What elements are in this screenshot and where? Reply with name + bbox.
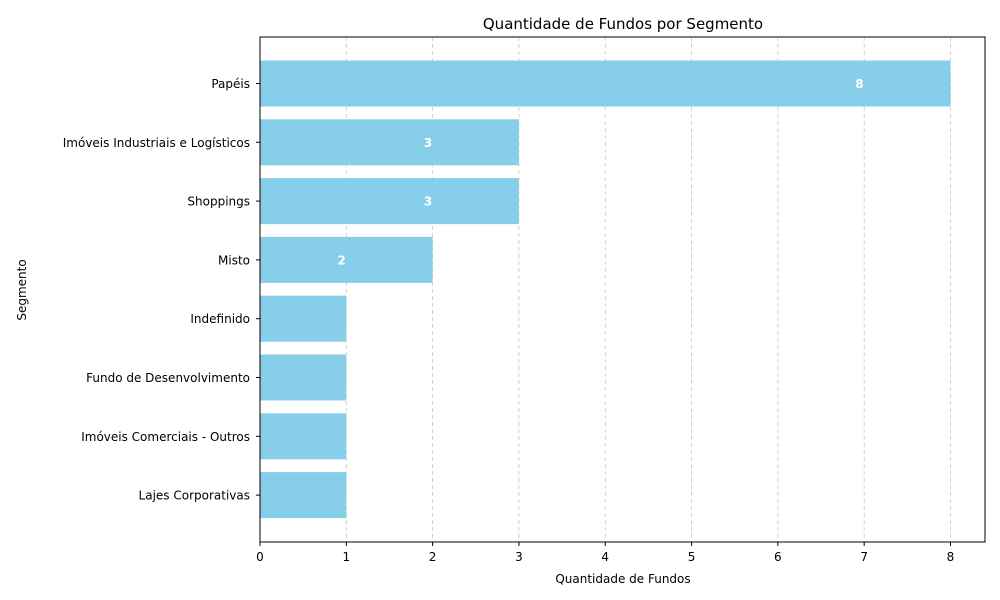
bar	[260, 178, 519, 225]
y-tick-label: Misto	[218, 253, 250, 267]
y-axis-label: Segmento	[15, 259, 29, 320]
bar-value-label: 8	[855, 77, 863, 91]
bar	[260, 119, 519, 166]
bar-value-label: 2	[337, 253, 345, 267]
bar	[260, 472, 347, 519]
bar	[260, 236, 433, 283]
y-tick-label: Imóveis Comerciais - Outros	[81, 430, 250, 444]
x-axis-ticks: 0 1 2 3 4 5 6 7 8	[256, 542, 954, 564]
plot-area-frame	[259, 36, 986, 543]
y-tick-label: Shoppings	[187, 195, 250, 209]
y-tick-label: Fundo de Desenvolvimento	[86, 371, 250, 385]
x-tick-label: 5	[688, 550, 696, 564]
y-axis-ticks: Papéis Imóveis Industriais e Logísticos Sh…	[63, 77, 260, 503]
grid-lines	[259, 37, 951, 542]
x-tick-label: 2	[429, 550, 437, 564]
x-axis-label: Quantidade de Fundos	[555, 572, 690, 586]
bar	[260, 354, 347, 401]
x-tick-label: 1	[342, 550, 350, 564]
chart-title: Quantidade de Fundos por Segmento	[483, 15, 763, 33]
y-tick-label: Imóveis Industriais e Logísticos	[63, 136, 250, 150]
y-tick-label: Lajes Corporativas	[139, 489, 250, 503]
bar	[260, 413, 347, 460]
x-tick-label: 3	[515, 550, 523, 564]
y-tick-label: Papéis	[211, 77, 250, 91]
bar-value-label: 3	[424, 136, 432, 150]
x-tick-label: 6	[774, 550, 782, 564]
y-tick-label: Indefinido	[190, 312, 250, 326]
bar-value-label: 3	[424, 195, 432, 209]
x-tick-label: 7	[860, 550, 868, 564]
x-tick-label: 4	[601, 550, 609, 564]
bars	[260, 60, 951, 519]
bar	[260, 295, 347, 342]
x-tick-label: 8	[947, 550, 955, 564]
bar-labels: 8 3 3 2	[337, 77, 863, 267]
x-tick-label: 0	[256, 550, 264, 564]
bar	[260, 60, 951, 107]
